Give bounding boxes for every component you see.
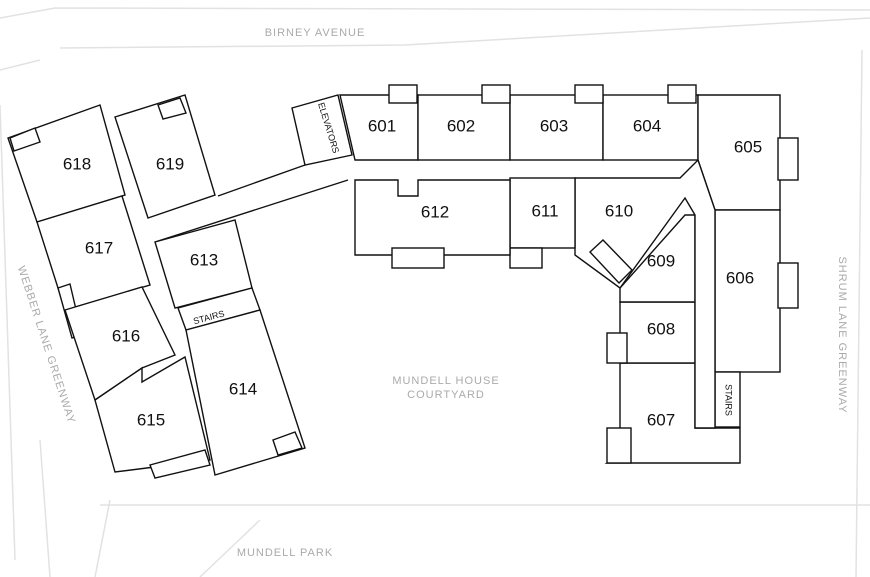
balcony xyxy=(606,427,632,464)
balcony xyxy=(606,332,628,364)
balcony xyxy=(481,84,511,104)
unit-room xyxy=(64,286,176,402)
unit-room xyxy=(714,209,781,373)
unit-room xyxy=(509,177,576,249)
unit-room xyxy=(94,355,211,473)
building xyxy=(7,84,799,479)
unit-number: 614 xyxy=(229,379,257,398)
street-edge xyxy=(100,504,870,577)
unit-room xyxy=(114,94,216,219)
unit-number: 608 xyxy=(647,319,675,338)
street-edge xyxy=(0,7,870,49)
balcony xyxy=(509,247,543,269)
balcony xyxy=(391,247,445,269)
stairs-label: STAIRS xyxy=(724,384,734,416)
balcony xyxy=(574,84,604,104)
courtyard-label: COURTYARD xyxy=(407,389,485,401)
unit-room xyxy=(602,94,699,161)
balcony xyxy=(777,262,799,309)
street-label: BIRNEY AVENUE xyxy=(265,27,366,39)
unit-number: 602 xyxy=(447,116,475,135)
elevators xyxy=(291,94,353,166)
unit-number: 619 xyxy=(156,154,184,173)
balcony xyxy=(777,137,799,181)
balcony xyxy=(589,239,633,285)
unit-room xyxy=(574,158,716,429)
unit-room xyxy=(36,195,151,311)
unit-room xyxy=(509,94,604,161)
unit-number: 605 xyxy=(734,137,762,156)
stairs xyxy=(714,371,741,428)
courtyard-label: MUNDELL HOUSE xyxy=(392,375,499,387)
unit-number: 616 xyxy=(112,326,140,345)
streets xyxy=(0,7,870,577)
unit-number: 618 xyxy=(63,154,91,173)
unit-room xyxy=(619,214,696,303)
street-edge xyxy=(39,49,863,577)
unit-number: 607 xyxy=(647,410,675,429)
unit-number: 610 xyxy=(605,201,633,220)
street-label: MUNDELL PARK xyxy=(237,547,333,559)
unit-number: 606 xyxy=(726,268,754,287)
street-label: SHRUM LANE GREENWAY xyxy=(836,256,848,413)
unit-number: 615 xyxy=(137,410,165,429)
unit-room xyxy=(417,94,511,161)
balcony xyxy=(388,84,418,104)
balcony xyxy=(667,84,697,104)
balcony xyxy=(9,127,41,152)
unit-number: 604 xyxy=(633,116,661,135)
balcony xyxy=(157,97,187,120)
unit-number: 611 xyxy=(531,201,558,220)
unit-room xyxy=(185,309,306,476)
corridor-wall xyxy=(154,164,349,243)
unit-number: 613 xyxy=(190,250,218,269)
unit-number: 601 xyxy=(368,116,396,135)
unit-number: 617 xyxy=(85,238,113,257)
unit-number: 612 xyxy=(421,202,449,221)
balcony xyxy=(149,449,211,479)
balcony xyxy=(272,431,303,456)
street-edge xyxy=(0,59,111,577)
unit-number: 609 xyxy=(647,251,675,270)
unit-number: 603 xyxy=(540,116,568,135)
